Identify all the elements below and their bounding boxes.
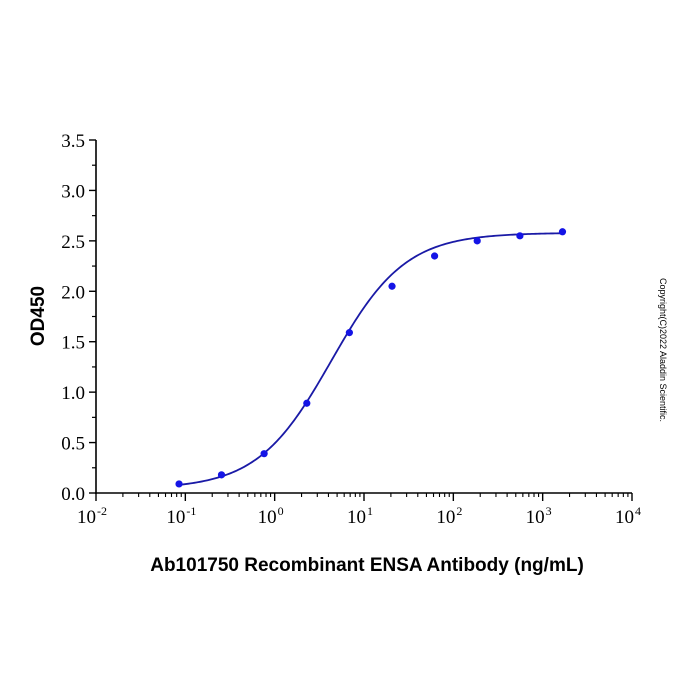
x-tick-exponent: 3: [546, 504, 552, 518]
x-tick-base: 10: [615, 507, 634, 528]
x-tick-exponent: 2: [456, 504, 462, 518]
x-tick-label: 100: [258, 504, 284, 528]
x-tick-label: 101: [347, 504, 373, 528]
y-tick-label: 0.5: [61, 434, 85, 455]
x-tick-exponent: 1: [367, 504, 373, 518]
data-point: [388, 282, 396, 290]
x-tick-exponent: 0: [278, 504, 284, 518]
y-tick-label: 0.0: [61, 484, 85, 505]
x-tick-exponent: -2: [97, 504, 107, 518]
copyright-annotation: Copyright(C)2022 Aladdin Scientific.: [658, 278, 668, 422]
y-axis-label: OD450: [28, 286, 49, 346]
x-tick-base: 10: [258, 507, 277, 528]
x-tick-base: 10: [436, 507, 455, 528]
axes: [95, 140, 632, 494]
y-tick-label: 1.0: [61, 383, 85, 404]
x-tick-exponent: 4: [635, 504, 641, 518]
data-points: [175, 228, 567, 488]
y-tick-label: 3.5: [61, 131, 85, 152]
y-tick-label: 2.0: [61, 282, 85, 303]
x-tick-base: 10: [77, 507, 96, 528]
data-point: [303, 399, 311, 407]
data-point: [558, 228, 567, 236]
data-point: [473, 237, 481, 245]
x-tick-label: 104: [615, 504, 641, 528]
y-axis-ticks: 0.0 0.5 1.0 1.5 2.0 2.5 3.0 3.5: [61, 131, 96, 505]
x-tick-label: 10-1: [166, 504, 196, 528]
y-tick-label: 3.0: [61, 181, 85, 202]
data-point: [260, 450, 268, 458]
x-tick-base: 10: [347, 507, 366, 528]
y-tick-label: 1.5: [61, 333, 85, 354]
x-tick-base: 10: [166, 507, 185, 528]
data-point: [345, 329, 353, 337]
x-axis-label: Ab101750 Recombinant ENSA Antibody (ng/m…: [150, 555, 584, 576]
x-axis-ticks: 10-2 10-1 100 101 102 103 104: [77, 493, 641, 528]
data-point: [175, 480, 183, 488]
fit-curve: [178, 232, 563, 486]
x-tick-exponent: -1: [186, 504, 196, 518]
data-point: [217, 471, 226, 479]
x-tick-label: 103: [526, 504, 552, 528]
data-point: [516, 232, 524, 240]
x-tick-label: 102: [436, 504, 462, 528]
x-tick-label: 10-2: [77, 504, 107, 528]
y-tick-label: 2.5: [61, 232, 85, 253]
x-tick-base: 10: [526, 507, 545, 528]
data-point: [430, 252, 439, 260]
